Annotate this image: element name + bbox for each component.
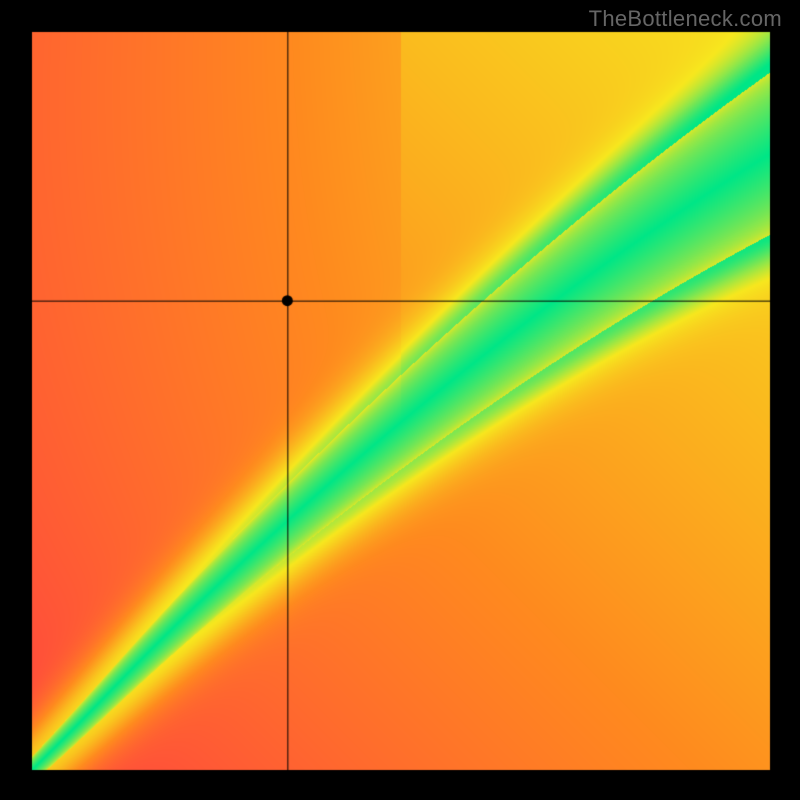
watermark-text: TheBottleneck.com [589,6,782,32]
bottleneck-heatmap [0,0,800,800]
chart-container: TheBottleneck.com [0,0,800,800]
